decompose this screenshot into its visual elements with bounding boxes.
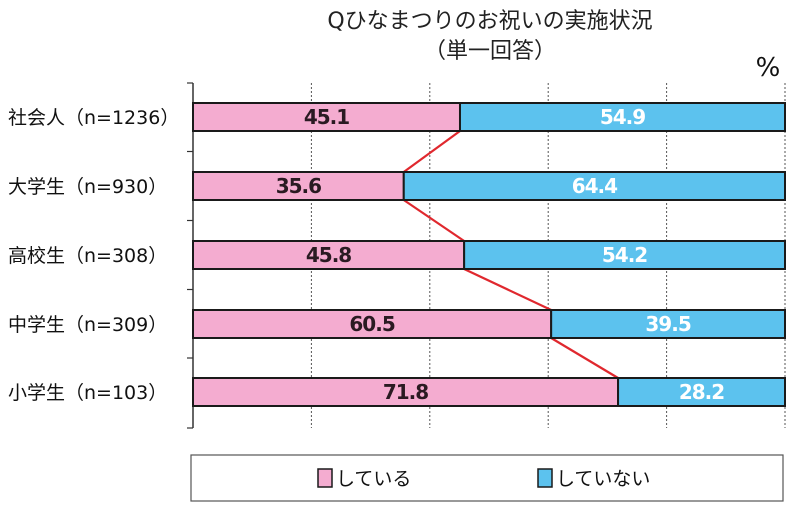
category-label: 中学生（n=309）: [8, 314, 167, 336]
bar-shiteinai: [617, 377, 787, 407]
chart-subtitle: （単一回答）: [424, 39, 556, 64]
connector-line: [403, 130, 461, 173]
axis-ticks: [187, 82, 193, 429]
data-label: 28.2: [679, 380, 724, 404]
bars: 45.1 54.9 35.6 64.4 45.8 54.2 60.5 39.5 71.8 28.2: [192, 102, 787, 407]
data-label: 45.8: [306, 243, 351, 267]
connector-line: [463, 268, 552, 311]
data-label: 54.9: [600, 105, 645, 129]
data-label: 64.4: [572, 174, 617, 198]
bar-shiteinai: [458, 102, 786, 132]
category-label: 高校生（n=308）: [8, 245, 167, 267]
data-label: 39.5: [645, 312, 690, 336]
legend-box: [190, 454, 784, 502]
bar-shiteinai: [402, 171, 786, 201]
category-label: 社会人（n=1236）: [8, 107, 179, 129]
bar-shiteinai: [550, 309, 786, 339]
legend-label: している: [336, 468, 411, 490]
bar-shiteiru: [192, 377, 620, 407]
category-label: 大学生（n=930）: [8, 176, 167, 198]
data-label: 45.1: [304, 105, 349, 129]
unit-label: %: [756, 53, 781, 83]
data-label: 71.8: [383, 380, 428, 404]
bar-shiteiru: [192, 309, 553, 339]
connector-line: [550, 337, 619, 379]
category-labels: 社会人（n=1236） 大学生（n=930） 高校生（n=308） 中学生（n=309…: [8, 107, 179, 404]
bar-shiteinai: [463, 240, 786, 270]
connector-line: [403, 199, 465, 242]
bar-shiteiru: [192, 240, 466, 270]
data-label: 35.6: [276, 174, 321, 198]
bar-shiteiru: [192, 171, 405, 201]
data-label: 54.2: [602, 243, 647, 267]
chart-title: Qひなまつりのお祝いの実施状況: [327, 9, 652, 34]
legend-swatch: [317, 468, 333, 488]
category-label: 小学生（n=103）: [8, 382, 167, 404]
legend: している していない: [317, 468, 650, 490]
connector-lines: [403, 130, 619, 379]
legend-swatch: [537, 468, 553, 488]
legend-label: していない: [556, 468, 650, 490]
bar-shiteiru: [192, 102, 461, 132]
data-label: 60.5: [349, 312, 394, 336]
